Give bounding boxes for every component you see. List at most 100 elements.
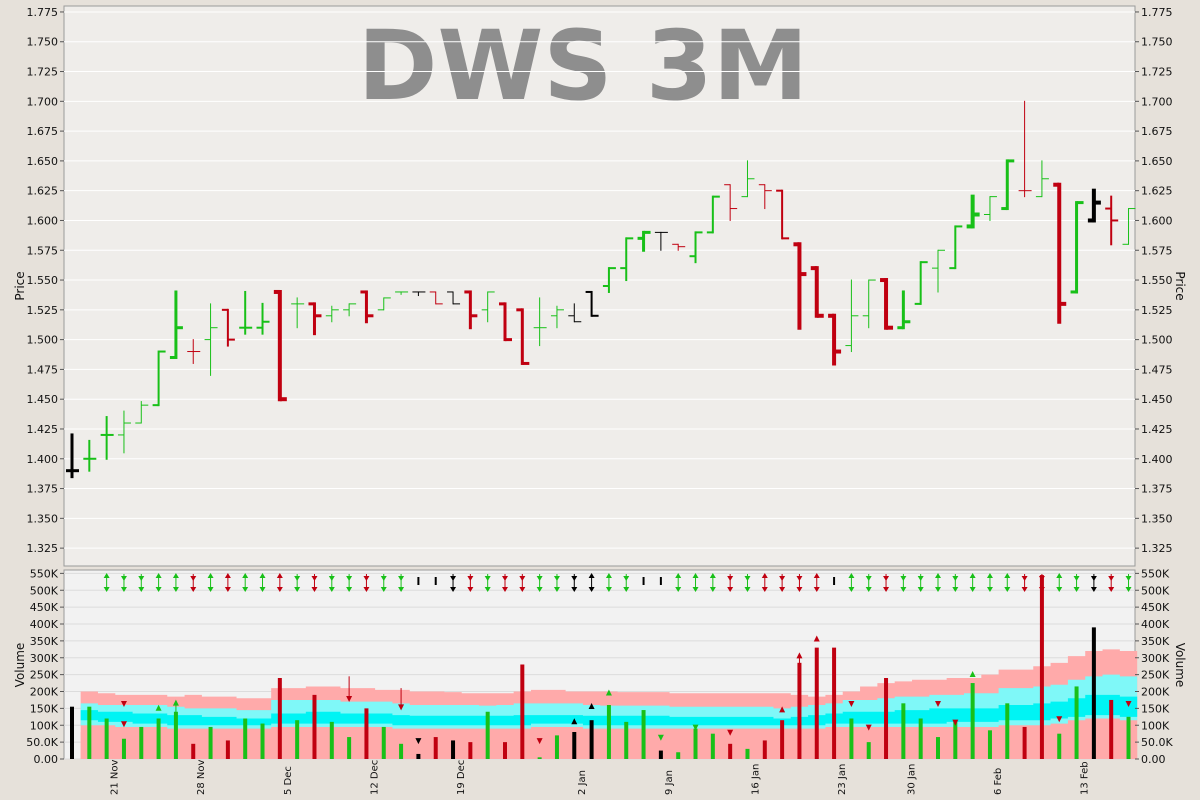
- signal-arrow: [623, 574, 630, 592]
- volume-marker-head: [969, 670, 976, 677]
- signal-head-down: [380, 576, 387, 581]
- ohlc-bar: [1018, 100, 1032, 198]
- signal-arrow: [207, 573, 214, 592]
- signal-head-down: [709, 587, 716, 592]
- signal-arrow: [571, 574, 578, 592]
- ohlc-bar: [221, 308, 235, 347]
- signal-head-down: [553, 587, 560, 592]
- date-axis: 21 Nov 28 Nov 5 Dec 12 Dec 19 Dec 2 Jan 9 Jan 1…: [110, 759, 1091, 795]
- ohlc-bar: [828, 313, 842, 366]
- ohlc-bar: [1122, 208, 1136, 245]
- signal-arrow: [917, 574, 924, 592]
- price-tick-label: 1.375: [1141, 483, 1173, 496]
- volume-marker-head: [605, 689, 612, 696]
- ohlc-bar: [325, 305, 339, 323]
- signal-head-down: [952, 576, 959, 581]
- ohlc-bar: [481, 291, 495, 323]
- ohlc-bar: [810, 266, 824, 318]
- date-label: 30 Jan: [906, 764, 917, 795]
- volume-bar: [225, 740, 230, 759]
- signal-head-down: [519, 587, 526, 592]
- signal-head-down: [346, 587, 353, 592]
- volume-marker-head: [536, 738, 543, 745]
- price-tick-label: 1.750: [27, 36, 59, 49]
- signal-arrow: [172, 573, 179, 592]
- signal-head-up: [986, 573, 993, 578]
- volume-bar: [866, 742, 871, 759]
- volume-marker: [172, 699, 179, 722]
- signal-head-up: [675, 573, 682, 578]
- signal-head-down: [120, 587, 127, 592]
- volume-bar: [1005, 703, 1010, 759]
- signal-head-up: [207, 573, 214, 578]
- price-tick-label: 1.550: [1141, 274, 1173, 287]
- signal-head-down: [727, 587, 734, 592]
- ohlc-bar: [1053, 182, 1067, 324]
- price-tick-label: 1.375: [27, 483, 59, 496]
- volume-marker: [1056, 716, 1063, 723]
- volume-tick-label: 450K: [1141, 601, 1170, 614]
- volume-bar: [849, 718, 854, 759]
- signal-head-down: [259, 587, 266, 592]
- signal-head-down: [1090, 587, 1097, 592]
- volume-bar: [884, 678, 889, 759]
- signal-head-up: [813, 573, 820, 578]
- signal-head-up: [709, 573, 716, 578]
- date-label: 19 Dec: [456, 760, 467, 795]
- ohlc-bar: [637, 230, 651, 252]
- signal-arrow: [519, 574, 526, 592]
- volume-bar: [832, 647, 837, 759]
- volume-bar: [468, 742, 473, 759]
- signal-head-down: [588, 587, 595, 592]
- chart-title: DWS 3M: [358, 10, 808, 122]
- volume-band-inner-mid: [80, 694, 1138, 726]
- volume-bar: [554, 735, 559, 759]
- signal-head-down: [294, 576, 301, 581]
- volume-bar: [485, 711, 490, 759]
- signal-head-down: [744, 587, 751, 592]
- ohlc-bar: [949, 225, 963, 270]
- date-label: 5 Dec: [283, 766, 294, 795]
- signal-arrow: [952, 574, 959, 592]
- signal-head-down: [623, 587, 630, 592]
- volume-marker: [848, 701, 855, 707]
- volume-marker-head: [120, 721, 127, 728]
- volume-marker: [120, 701, 127, 707]
- ohlc-bar: [1087, 188, 1101, 223]
- signal-head-up: [761, 573, 768, 578]
- volume-bar: [70, 706, 74, 759]
- signal-head-down: [328, 576, 335, 581]
- signal-arrow: [311, 574, 318, 592]
- signal-head-down: [502, 587, 508, 592]
- signal-head-up: [103, 573, 110, 578]
- volume-marker-head: [657, 734, 664, 741]
- ohlc-bar: [395, 291, 409, 295]
- volume-bar: [936, 737, 940, 759]
- signal-head-down: [727, 576, 734, 581]
- price-tick-label: 1.700: [1141, 95, 1173, 108]
- ohlc-bar: [447, 291, 461, 305]
- price-tick-label: 1.725: [1141, 66, 1173, 79]
- signal-arrow: [588, 573, 595, 592]
- price-tick-label: 1.400: [1141, 453, 1173, 466]
- signal-head-down: [294, 587, 301, 592]
- volume-marker: [796, 652, 803, 678]
- signal-head-down: [623, 576, 630, 581]
- date-label: 6 Feb: [993, 768, 1004, 795]
- date-label: 28 Nov: [196, 759, 207, 795]
- signal-head-down: [571, 576, 578, 581]
- signal-head-up: [172, 573, 179, 578]
- ohlc-bar: [897, 290, 911, 330]
- price-tick-label: 1.675: [1141, 125, 1173, 138]
- signal-head-down: [120, 576, 127, 581]
- volume-marker: [571, 718, 578, 725]
- volume-bar: [589, 720, 594, 759]
- signal-head-down: [865, 587, 872, 592]
- volume-marker: [536, 738, 543, 745]
- ohlc-bar: [568, 303, 582, 323]
- ohlc-bar: [152, 350, 166, 407]
- volume-bar: [260, 723, 265, 759]
- volume-marker: [605, 689, 612, 696]
- signal-head-down: [1056, 587, 1063, 592]
- volume-marker: [969, 670, 976, 677]
